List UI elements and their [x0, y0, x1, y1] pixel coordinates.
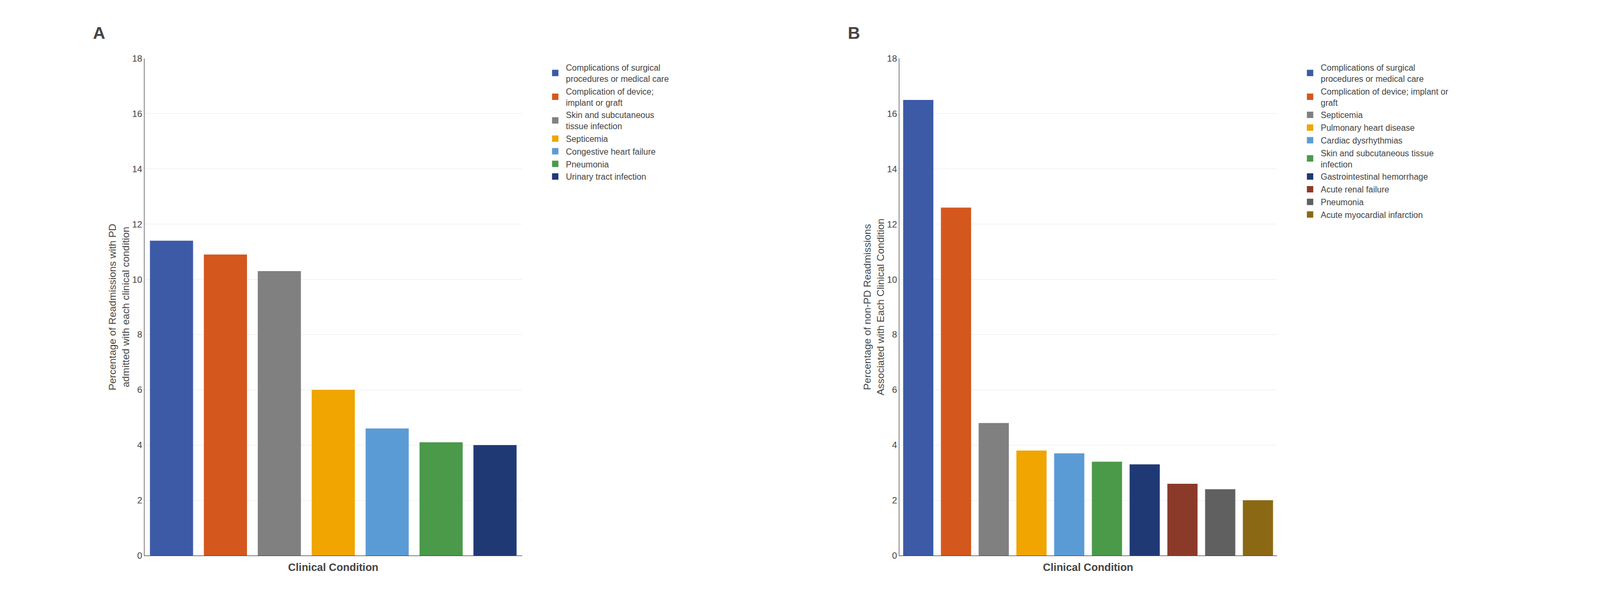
svg-text:Complication of device; implan: Complication of device; implant orgraft [1320, 87, 1449, 108]
svg-text:Congestive heart failure: Congestive heart failure [565, 147, 656, 157]
svg-text:B: B [847, 23, 861, 43]
svg-text:Complications of surgicalproce: Complications of surgicalprocedures or m… [1320, 63, 1424, 84]
svg-text:Complications of surgicalproce: Complications of surgicalprocedures or m… [565, 63, 669, 84]
svg-text:Urinary tract infection: Urinary tract infection [565, 172, 646, 182]
svg-text:12: 12 [887, 219, 898, 230]
svg-text:2: 2 [891, 495, 897, 506]
svg-text:2: 2 [137, 495, 142, 506]
svg-text:Pneumonia: Pneumonia [1320, 197, 1364, 207]
svg-text:14: 14 [132, 164, 143, 175]
svg-text:Gastrointestinal hemorrhage: Gastrointestinal hemorrhage [1320, 172, 1428, 182]
svg-text:8: 8 [137, 329, 142, 340]
svg-text:4: 4 [137, 439, 142, 450]
svg-text:Clinical Condition: Clinical Condition [1042, 560, 1134, 573]
svg-text:A: A [92, 23, 106, 43]
svg-text:6: 6 [891, 384, 897, 395]
svg-text:Skin and subcutaneoustissue in: Skin and subcutaneoustissue infection [565, 110, 654, 131]
svg-text:18: 18 [887, 53, 898, 64]
svg-text:Percentage of Readmissions wit: Percentage of Readmissions with PDadmitt… [106, 223, 132, 391]
svg-text:Septicemia: Septicemia [1320, 110, 1363, 120]
svg-text:Pulmonary heart disease: Pulmonary heart disease [1320, 123, 1415, 133]
svg-text:Pneumonia: Pneumonia [565, 159, 609, 169]
svg-text:Acute myocardial infarction: Acute myocardial infarction [1320, 210, 1423, 220]
svg-text:Cardiac dysrhythmias: Cardiac dysrhythmias [1320, 135, 1403, 146]
svg-text:0: 0 [891, 550, 897, 561]
svg-text:10: 10 [887, 274, 898, 285]
svg-text:16: 16 [132, 108, 143, 119]
svg-text:18: 18 [132, 53, 143, 64]
svg-text:Percentage of non-PD Readmissi: Percentage of non-PD ReadmissionsAssocia… [861, 218, 887, 396]
svg-text:Complication of device;implant: Complication of device;implant or graft [565, 87, 654, 108]
svg-text:12: 12 [132, 219, 143, 230]
svg-text:Septicemia: Septicemia [565, 134, 608, 144]
svg-text:14: 14 [887, 164, 898, 175]
svg-text:Clinical Condition: Clinical Condition [287, 560, 379, 573]
svg-text:16: 16 [887, 108, 898, 119]
svg-text:Acute renal failure: Acute renal failure [1320, 184, 1390, 194]
svg-text:8: 8 [891, 329, 897, 340]
svg-text:4: 4 [891, 439, 897, 450]
svg-text:Skin and subcutaneous tissuein: Skin and subcutaneous tissueinfection [1320, 148, 1434, 169]
svg-text:10: 10 [132, 274, 143, 285]
svg-text:0: 0 [137, 550, 142, 561]
svg-text:6: 6 [137, 384, 142, 395]
